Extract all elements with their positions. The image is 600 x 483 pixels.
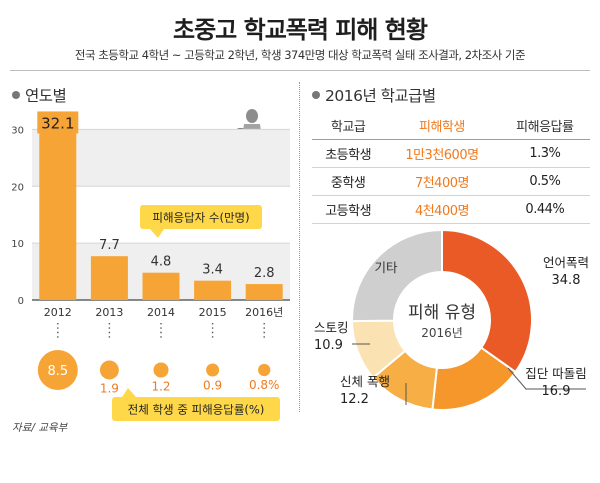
bar bbox=[142, 272, 180, 300]
donut-center-subtitle: 2016년 bbox=[421, 326, 463, 340]
bar-value-box bbox=[37, 111, 79, 134]
school-level-cell: 초등학생 bbox=[312, 139, 385, 168]
victim-count-cell: 1만3천600명 bbox=[384, 139, 500, 168]
rate-label: 8.5 bbox=[47, 364, 68, 379]
school-level-heading-label: 2016년 학교급별 bbox=[325, 87, 436, 105]
yearly-chart: 0 10 20 30 32.1 2012 8.5 7.7 2013 1.9 4.8 2014 1.2 3.… bbox=[11, 109, 290, 421]
column-header: 학교급 bbox=[312, 112, 385, 140]
bullet-icon bbox=[12, 90, 20, 99]
donut-slice bbox=[441, 228, 533, 374]
source-note: 자료/ 교육부 bbox=[12, 422, 68, 434]
table-row: 초등학생 1만3천600명 1.3% bbox=[312, 139, 590, 168]
y-tick-label: 10 bbox=[11, 239, 24, 250]
school-level-table: 학교급 피해학생 피해응답률 초등학생 1만3천600명 1.3% 중학생 7천… bbox=[312, 112, 590, 224]
bullet-icon bbox=[312, 90, 320, 99]
donut-slice bbox=[431, 346, 517, 411]
slice-name-label: 집단 따돌림 bbox=[525, 366, 586, 381]
bar-value-label: 7.7 bbox=[99, 238, 120, 253]
rate-callout-box bbox=[112, 397, 280, 421]
donut-slice bbox=[350, 319, 407, 380]
bar-value-label: 3.4 bbox=[202, 263, 223, 278]
donut-center-title: 피해 유형 bbox=[408, 303, 476, 323]
x-tick-label: 2013 bbox=[95, 306, 123, 319]
column-header: 피해응답률 bbox=[499, 112, 590, 140]
rate-bubble bbox=[37, 350, 78, 390]
bar-value-label: 4.8 bbox=[151, 255, 172, 270]
bar bbox=[194, 280, 232, 300]
bar-value-label: 2.8 bbox=[254, 266, 275, 281]
slice-name-label: 신체 폭행 bbox=[340, 374, 390, 389]
vertical-divider bbox=[299, 82, 300, 412]
school-level-section-heading: 2016년 학교급별 bbox=[312, 84, 436, 106]
table-row: 고등학생 4천400명 0.44% bbox=[312, 195, 590, 224]
rate-bubble bbox=[153, 362, 169, 378]
bar bbox=[245, 284, 283, 300]
count-callout-box bbox=[140, 205, 262, 229]
response-rate-cell: 1.3% bbox=[499, 139, 590, 168]
bar bbox=[39, 117, 77, 301]
yearly-section-heading: 연도별 bbox=[12, 84, 67, 106]
rate-bubble bbox=[99, 360, 119, 380]
count-callout-pointer bbox=[150, 229, 164, 238]
rate-callout-label: 전체 학생 중 피해응답률(%) bbox=[128, 403, 265, 417]
rate-label: 1.9 bbox=[100, 381, 119, 395]
response-rate-cell: 0.44% bbox=[499, 195, 590, 224]
y-tick-label: 0 bbox=[18, 296, 24, 307]
table-row: 중학생 7천400명 0.5% bbox=[312, 167, 590, 196]
victim-count-cell: 4천400명 bbox=[384, 195, 500, 224]
table-header-row: 학교급 피해학생 피해응답률 bbox=[312, 112, 590, 140]
x-tick-label: 2016년 bbox=[245, 306, 283, 319]
x-tick-label: 2015 bbox=[199, 306, 227, 319]
x-tick-label: 2012 bbox=[44, 306, 72, 319]
yearly-heading-label: 연도별 bbox=[25, 87, 67, 105]
response-rate-cell: 0.5% bbox=[499, 167, 590, 196]
page-title: 초중고 학교폭력 피해 현황 bbox=[173, 16, 428, 44]
bar bbox=[90, 256, 128, 300]
bar-value-label: 32.1 bbox=[41, 114, 74, 132]
rate-bubble bbox=[258, 363, 271, 377]
rate-label: 0.8% bbox=[249, 378, 280, 392]
school-level-cell: 중학생 bbox=[312, 167, 385, 196]
page-subtitle: 전국 초등학교 4학년 ~ 고등학교 2학년, 학생 374만명 대상 학교폭력… bbox=[74, 48, 526, 62]
rate-label: 0.9 bbox=[203, 379, 222, 393]
rate-label: 1.2 bbox=[151, 380, 170, 394]
slice-value-label: 16.9 bbox=[542, 384, 571, 399]
victim-count-cell: 7천400명 bbox=[384, 167, 500, 196]
y-tick-label: 20 bbox=[11, 182, 24, 193]
slice-value-label: 12.2 bbox=[340, 392, 369, 407]
slice-value-label: 34.8 bbox=[552, 273, 581, 288]
y-tick-label: 30 bbox=[11, 125, 24, 136]
leader-line bbox=[507, 367, 586, 390]
rate-callout-pointer bbox=[122, 388, 136, 397]
school-level-cell: 고등학생 bbox=[312, 195, 385, 224]
slice-name-label: 스토킹 bbox=[314, 320, 349, 335]
x-tick-label: 2014 bbox=[147, 306, 175, 319]
slice-name-label: 언어폭력 bbox=[543, 255, 589, 270]
divider bbox=[10, 70, 590, 71]
column-header: 피해학생 bbox=[384, 112, 500, 140]
donut-hole bbox=[395, 273, 489, 367]
count-callout-label: 피해응답자 수(만명) bbox=[152, 211, 249, 225]
donut-slice bbox=[351, 228, 443, 323]
slice-name-label: 기타 bbox=[374, 260, 398, 275]
slice-value-label: 10.9 bbox=[314, 338, 343, 353]
rate-bubble bbox=[206, 363, 220, 377]
donut-slice bbox=[371, 349, 438, 411]
